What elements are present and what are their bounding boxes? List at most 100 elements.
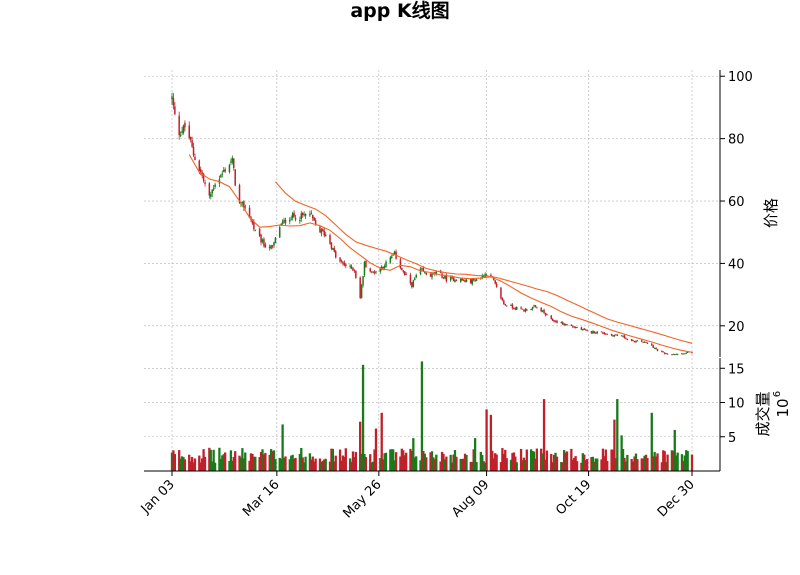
volume-bar [254, 456, 257, 471]
volume-bar [644, 454, 648, 471]
volume-bar [323, 459, 326, 471]
candle-body [403, 271, 406, 275]
candle-body [531, 307, 534, 309]
candle-body [263, 238, 265, 246]
candle-body [630, 339, 633, 341]
volume-bar [574, 456, 577, 471]
moving-average-lines [188, 154, 693, 353]
candle-body [414, 278, 416, 281]
candle-body [533, 305, 535, 307]
candle-body [401, 268, 403, 270]
volume-bar [271, 451, 274, 471]
volume-bar [511, 453, 514, 471]
volume-bar [481, 454, 484, 471]
candle-body [583, 328, 586, 330]
candle-body [459, 278, 462, 282]
candle-body [198, 160, 201, 171]
volume-bar [392, 449, 395, 471]
candle-body [465, 279, 468, 283]
candle-body [202, 173, 205, 181]
volume-bar [430, 451, 434, 471]
candle-body [363, 261, 366, 276]
volume-bar [560, 461, 563, 471]
candle-body [411, 282, 413, 288]
candle-body [661, 350, 663, 352]
volume-bar [521, 460, 524, 471]
volume-bar [343, 456, 346, 471]
candle-body [620, 335, 623, 337]
candle-body [309, 213, 311, 216]
candle-body [385, 261, 387, 268]
volume-bar [248, 460, 251, 471]
candle-body [451, 276, 453, 278]
volume-bar [222, 454, 225, 471]
volume-bar [614, 458, 618, 471]
candle-body [570, 324, 573, 327]
candle-body [181, 131, 183, 133]
volume-bar [653, 451, 656, 471]
price-axis: 20 40 60 80 100 [719, 70, 753, 357]
candle-body [182, 125, 185, 133]
candle-body [500, 287, 502, 299]
x-tick-label: Mar 16 [240, 477, 283, 520]
volume-bar [469, 461, 472, 471]
candle-body [472, 278, 475, 280]
candle-body [536, 307, 538, 309]
candle-body [258, 228, 261, 236]
volume-bar [274, 459, 277, 471]
candle-body [323, 230, 326, 236]
volume-tick-label: 5 [728, 431, 736, 446]
candle-body [653, 348, 656, 349]
volume-bar [384, 452, 388, 471]
volume-bar [499, 462, 503, 471]
volume-bar [552, 454, 556, 471]
volume-bar [389, 449, 392, 471]
candle-body [686, 352, 689, 353]
candle-body [521, 308, 524, 310]
candle-body [274, 237, 277, 244]
volume-bar [239, 457, 243, 471]
volume-bar [374, 428, 378, 471]
volume-axis: 5 10 15 [719, 358, 745, 471]
candle-body [636, 340, 639, 342]
volume-bar [624, 461, 628, 471]
volume-bar [502, 453, 505, 471]
volume-bar [643, 455, 646, 471]
volume-bar [213, 462, 217, 471]
volume-bar [461, 458, 464, 471]
candle-body [642, 341, 644, 343]
candle-body [278, 226, 281, 238]
candle-body [224, 169, 226, 172]
volume-bar [432, 457, 435, 471]
candle-body [662, 351, 665, 353]
volume-bar [351, 451, 355, 471]
volume-bar [433, 459, 437, 471]
volume-bar [201, 458, 204, 471]
volume-bar [532, 451, 536, 471]
candle-body [633, 340, 636, 343]
volume-bar [258, 457, 261, 471]
volume-bar [561, 462, 564, 471]
candle-body [333, 248, 336, 252]
volume-bar [606, 460, 609, 471]
volume-tick-label: 15 [728, 362, 745, 377]
volume-bar [404, 452, 408, 471]
volume-bar [308, 453, 312, 471]
candle-body [184, 122, 186, 128]
volume-bar [331, 448, 335, 471]
candle-body [412, 280, 415, 287]
volume-bar [525, 449, 528, 471]
candle-body [572, 326, 574, 328]
volume-bar [382, 459, 385, 471]
volume-bar [280, 458, 283, 471]
volume-multiplier-exponent: 6 [772, 391, 783, 397]
candle-body [251, 220, 254, 224]
candle-body [606, 333, 609, 335]
candle-body [495, 283, 498, 287]
candle-body [329, 234, 331, 244]
candle-body [632, 340, 634, 342]
candle-body [290, 218, 292, 220]
volume-bar [675, 455, 678, 471]
volume-bar [238, 455, 241, 471]
x-tick-label: Jan 03 [138, 477, 178, 517]
